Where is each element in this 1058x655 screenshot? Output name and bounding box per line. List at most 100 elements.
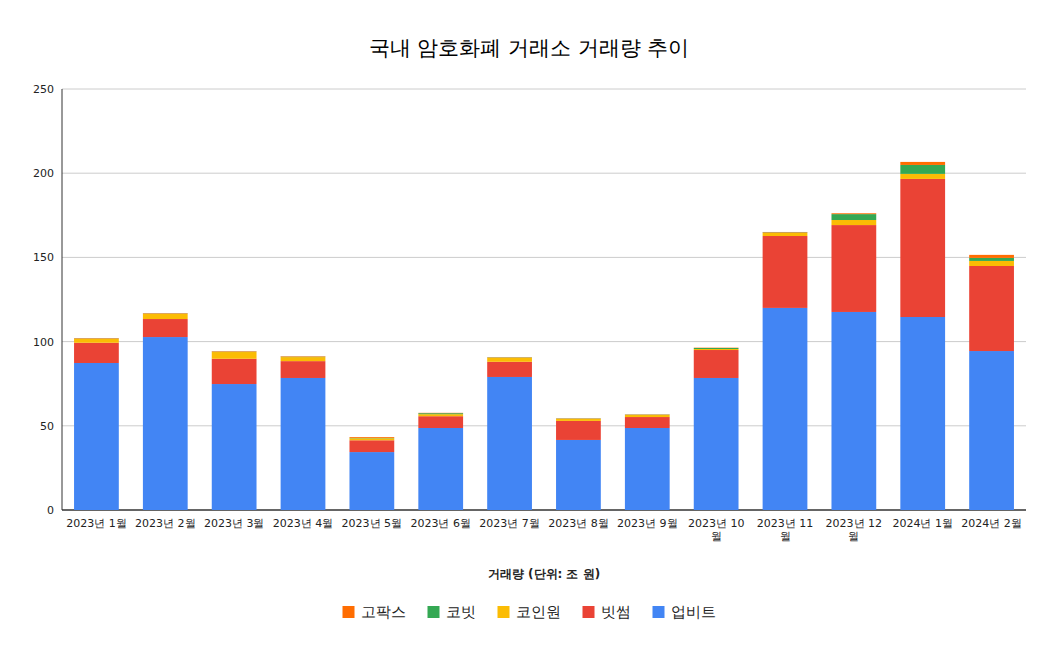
legend-swatch bbox=[343, 606, 355, 618]
x-tick-label: 2024년 2월 bbox=[961, 517, 1022, 530]
bar bbox=[763, 232, 808, 234]
x-tick-label: 2023년 2월 bbox=[135, 517, 196, 530]
x-tick-line: 2023년 11 bbox=[757, 517, 814, 530]
bar bbox=[900, 165, 945, 174]
bar bbox=[900, 162, 945, 165]
bar bbox=[349, 452, 394, 510]
bar bbox=[74, 338, 119, 340]
bar bbox=[694, 348, 739, 349]
title: 국내 암호화폐 거래소 거래량 추이 bbox=[369, 36, 690, 60]
x-tick-line: 2023년 7월 bbox=[479, 517, 540, 530]
x-tick-label: 2023년 5월 bbox=[342, 517, 403, 530]
bar bbox=[487, 358, 532, 362]
bar bbox=[418, 412, 463, 413]
bar bbox=[969, 255, 1014, 258]
bar bbox=[694, 349, 739, 350]
x-tick-line: 2023년 12 bbox=[826, 517, 883, 530]
bar bbox=[349, 437, 394, 438]
bar bbox=[143, 314, 188, 319]
legend-label: 고팍스 bbox=[361, 603, 406, 621]
x-tick-line: 월 bbox=[711, 530, 722, 543]
grid-line bbox=[62, 257, 1026, 258]
bar bbox=[487, 377, 532, 510]
bar bbox=[281, 357, 326, 361]
bars bbox=[74, 162, 1014, 510]
x-tick-label: 2023년 7월 bbox=[479, 517, 540, 530]
legend-label: 코빗 bbox=[446, 603, 476, 621]
bar bbox=[74, 339, 119, 343]
grid-line bbox=[62, 173, 1026, 174]
bar bbox=[831, 214, 876, 220]
x-tick-line: 2023년 3월 bbox=[204, 517, 265, 530]
x-tick-line: 2023년 1월 bbox=[66, 517, 127, 530]
bar bbox=[212, 352, 257, 359]
y-tick-label: 250 bbox=[33, 83, 54, 96]
bar bbox=[900, 317, 945, 510]
bar bbox=[349, 438, 394, 440]
bar bbox=[418, 416, 463, 428]
bar bbox=[212, 359, 257, 384]
bar bbox=[556, 418, 601, 419]
bar bbox=[763, 236, 808, 308]
bar bbox=[212, 384, 257, 510]
bar bbox=[281, 356, 326, 358]
x-tick-label: 2023년 9월 bbox=[617, 517, 678, 530]
bar bbox=[625, 414, 670, 415]
bar bbox=[969, 258, 1014, 261]
bar bbox=[694, 350, 739, 378]
bar bbox=[831, 225, 876, 312]
bar bbox=[831, 213, 876, 215]
bar bbox=[487, 362, 532, 377]
bar bbox=[212, 351, 257, 352]
x-tick-label: 2024년 1월 bbox=[892, 517, 953, 530]
grid-line bbox=[62, 89, 1026, 90]
legend-label: 업비트 bbox=[671, 603, 716, 621]
y-tick-label: 0 bbox=[47, 504, 54, 517]
y-axis-line bbox=[62, 89, 63, 510]
bar bbox=[74, 338, 119, 339]
bar bbox=[900, 179, 945, 317]
x-tick-line: 2024년 1월 bbox=[892, 517, 953, 530]
bar bbox=[143, 319, 188, 337]
x-axis-label: 거래량 (단위: 조 원) bbox=[488, 567, 600, 581]
bar bbox=[556, 421, 601, 440]
y-tick-label: 150 bbox=[33, 251, 54, 264]
bar bbox=[625, 414, 670, 415]
bar bbox=[694, 347, 739, 348]
legend: 고팍스코빗코인원빗썸업비트 bbox=[343, 603, 716, 621]
bar bbox=[625, 415, 670, 417]
x-tick-line: 2023년 4월 bbox=[273, 517, 334, 530]
grid-line bbox=[62, 425, 1026, 426]
bar bbox=[763, 233, 808, 236]
x-tick-line: 2023년 6월 bbox=[410, 517, 471, 530]
x-tick-line: 2023년 2월 bbox=[135, 517, 196, 530]
x-tick-label: 2023년 11월 bbox=[757, 517, 814, 543]
y-tick-label: 100 bbox=[33, 336, 54, 349]
chart: 국내 암호화폐 거래소 거래량 추이0501001502002502023년 1… bbox=[0, 0, 1058, 655]
bar bbox=[556, 419, 601, 421]
bar bbox=[281, 378, 326, 510]
bar bbox=[831, 220, 876, 225]
x-tick-label: 2023년 10월 bbox=[688, 517, 745, 543]
x-axis-line bbox=[62, 510, 1026, 511]
x-tick-line: 2023년 9월 bbox=[617, 517, 678, 530]
x-tick-label: 2023년 12월 bbox=[826, 517, 883, 543]
grid-line bbox=[62, 510, 1026, 511]
bar bbox=[349, 437, 394, 439]
legend-swatch bbox=[583, 606, 595, 618]
legend-label: 빗썸 bbox=[601, 603, 631, 621]
bar bbox=[143, 337, 188, 510]
bar bbox=[763, 231, 808, 233]
bar bbox=[556, 418, 601, 419]
y-tick-label: 200 bbox=[33, 167, 54, 180]
bar bbox=[969, 261, 1014, 266]
bar bbox=[418, 414, 463, 416]
bar bbox=[625, 417, 670, 428]
bar bbox=[969, 351, 1014, 510]
bar bbox=[763, 308, 808, 510]
grid-line bbox=[62, 341, 1026, 342]
background bbox=[0, 0, 1058, 655]
x-tick-label: 2023년 3월 bbox=[204, 517, 265, 530]
bar bbox=[487, 357, 532, 358]
x-tick-line: 월 bbox=[780, 530, 791, 543]
